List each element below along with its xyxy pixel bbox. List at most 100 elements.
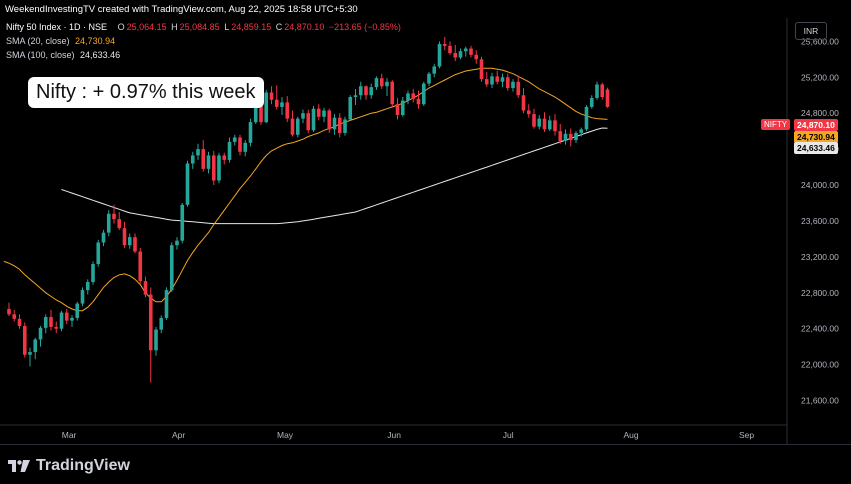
candle-body (427, 73, 431, 84)
y-tick-label: 24,800.00 (801, 108, 839, 118)
candle-body (385, 81, 389, 87)
candle-body (175, 240, 179, 246)
sma100-label: SMA (100, close) (6, 50, 75, 60)
candle-body (133, 237, 137, 252)
candle-body (122, 228, 127, 246)
symbol-price-tag: NIFTY (761, 119, 791, 130)
sma20-value: 24,730.94 (75, 36, 116, 46)
candle-body (311, 108, 316, 131)
candle-body (421, 83, 426, 105)
x-tick-label: Sep (739, 430, 754, 440)
candle-body (348, 97, 353, 120)
candle-body (526, 110, 531, 115)
tradingview-logo[interactable]: TradingView (8, 457, 130, 475)
sma100-line (61, 127, 608, 225)
ohlc-close: 24,870.10 (284, 22, 325, 32)
candle-body (390, 81, 395, 105)
chart-attribution: WeekendInvestingTV created with TradingV… (5, 4, 358, 15)
candle-body (448, 45, 452, 54)
candle-body (190, 155, 195, 164)
candle-body (75, 303, 80, 318)
candle-body (568, 133, 573, 141)
tradingview-brand: TradingView (36, 457, 130, 474)
candle-body (85, 282, 90, 291)
candle-body (437, 44, 442, 67)
candle-body (474, 54, 479, 60)
candle-body (17, 318, 22, 327)
candle-body (238, 137, 242, 152)
candle-body (553, 120, 557, 132)
candle-body (143, 281, 148, 295)
candle-body (101, 232, 106, 243)
sma100-legend[interactable]: SMA (100, close) 24,633.46 (6, 50, 120, 60)
candle-body (500, 77, 505, 82)
y-tick-label: 22,400.00 (801, 324, 839, 334)
symbol-name: Nifty 50 Index · 1D · NSE (6, 22, 108, 32)
candle-body (547, 120, 552, 130)
footer-bar: TradingView (0, 444, 851, 484)
candle-body (59, 312, 64, 329)
candle-body (374, 78, 379, 88)
candle-body (43, 317, 48, 328)
last-price-tag: 24,870.10 (794, 119, 838, 131)
sma20-label: SMA (20, close) (6, 36, 70, 46)
candle-body (574, 132, 578, 141)
candle-body (206, 155, 211, 169)
candle-body (600, 84, 605, 98)
candle-body (369, 87, 374, 96)
y-tick-label: 25,600.00 (801, 36, 839, 46)
candle-body (337, 117, 342, 133)
candle-body (180, 204, 185, 241)
candle-body (406, 93, 410, 101)
candle-body (159, 317, 164, 330)
candle-body (243, 142, 248, 152)
x-tick-label: May (277, 430, 294, 440)
candle-body (259, 97, 263, 123)
candle-body (364, 86, 368, 96)
candle-body (558, 131, 563, 142)
candle-body (280, 102, 284, 107)
candle-body (453, 53, 458, 58)
x-tick-label: Jul (503, 430, 514, 440)
candle-body (479, 59, 484, 80)
weekly-performance-callout: Nifty : + 0.97% this week (28, 77, 264, 108)
candle-body (96, 242, 101, 265)
candle-body (332, 117, 337, 130)
ohlc-high-label: H (171, 22, 178, 32)
candle-body (495, 76, 500, 82)
candle-body (138, 251, 143, 282)
candle-body (38, 327, 43, 340)
candle-body (28, 352, 32, 355)
candle-body (542, 118, 547, 130)
sma20-line (3, 67, 608, 312)
candle-body (211, 155, 216, 181)
candle-body (148, 294, 153, 351)
sma100-value: 24,633.46 (80, 50, 121, 60)
candle-body (264, 92, 269, 123)
candle-body (521, 95, 526, 111)
candle-body (80, 290, 85, 304)
sma20-legend[interactable]: SMA (20, close) 24,730.94 (6, 36, 115, 46)
ohlc-open-label: O (117, 22, 125, 32)
candle-body (253, 97, 258, 123)
candle-body (516, 81, 521, 96)
currency-selector[interactable]: INR (795, 22, 827, 40)
ohlc-low-label: L (224, 22, 230, 32)
candle-body (49, 317, 53, 327)
ohlc-high: 25,084.85 (179, 22, 220, 32)
candle-body (285, 102, 290, 119)
candle-body (322, 110, 326, 117)
candle-body (469, 48, 473, 55)
candle-body (463, 48, 468, 52)
candle-body (64, 312, 69, 321)
candle-body (295, 118, 300, 135)
candle-body (316, 108, 321, 117)
candle-body (70, 317, 74, 321)
candle-body (196, 149, 200, 156)
candle-body (274, 99, 279, 107)
candle-body (584, 106, 589, 130)
candle-body (490, 76, 494, 85)
candle-body (327, 110, 332, 130)
candle-body (353, 95, 358, 98)
